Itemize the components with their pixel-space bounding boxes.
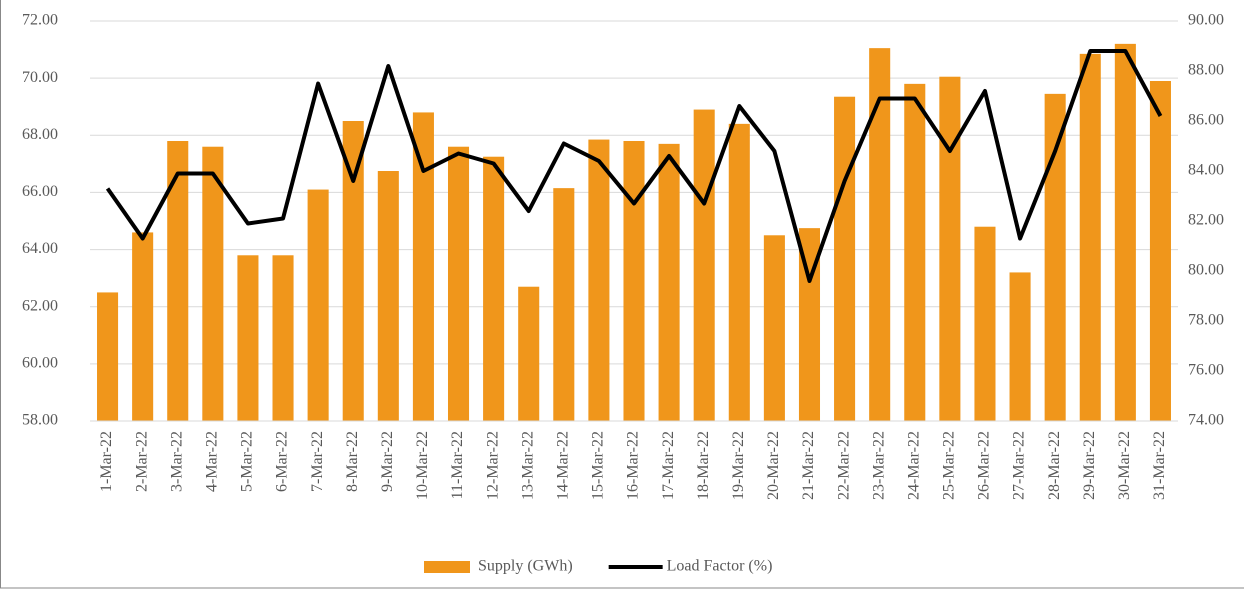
y2-tick-label: 82.00	[1188, 212, 1224, 229]
bar	[798, 228, 821, 421]
x-tick-label: 12-Mar-22	[484, 431, 501, 500]
x-tick-label: 4-Mar-22	[204, 431, 221, 492]
bar	[377, 171, 399, 421]
bar	[763, 235, 785, 421]
x-tick-label: 11-Mar-22	[449, 431, 466, 499]
y-tick-label: 68.00	[22, 126, 58, 143]
x-tick-label: 19-Mar-22	[730, 431, 747, 500]
x-tick-label: 13-Mar-22	[519, 431, 536, 500]
x-tick-label: 18-Mar-22	[695, 431, 712, 500]
x-tick-label: 27-Mar-22	[1011, 431, 1028, 500]
legend-label: Supply (GWh)	[478, 558, 573, 575]
y-tick-label: 62.00	[22, 297, 58, 314]
legend-label: Load Factor (%)	[667, 558, 773, 575]
bar	[1114, 43, 1136, 421]
line	[105, 49, 1163, 283]
bar	[518, 286, 540, 421]
bar	[1079, 53, 1101, 421]
x-tick-label: 26-Mar-22	[976, 431, 993, 500]
bar	[97, 292, 119, 421]
x-tick-label: 22-Mar-22	[835, 431, 852, 500]
bar	[447, 146, 470, 421]
bar	[588, 139, 610, 422]
y-tick-label: 58.00	[22, 412, 58, 429]
y-tick-label: 64.00	[22, 240, 58, 257]
y2-tick-label: 90.00	[1188, 12, 1224, 29]
x-tick-label: 21-Mar-22	[800, 431, 817, 500]
bar	[693, 109, 715, 422]
bar	[132, 232, 154, 421]
x-tick-label: 10-Mar-22	[414, 431, 431, 500]
x-tick-label: 3-Mar-22	[168, 431, 185, 492]
y2-tick-label: 78.00	[1188, 312, 1224, 329]
bar	[623, 141, 645, 421]
y2-tick-label: 88.00	[1188, 62, 1224, 79]
y2-tick-label: 84.00	[1188, 162, 1224, 179]
bar	[202, 146, 224, 421]
x-tick-label: 24-Mar-22	[905, 431, 922, 500]
x-tick-label: 8-Mar-22	[344, 431, 361, 492]
y2-tick-label: 76.00	[1188, 362, 1224, 379]
x-tick-label: 17-Mar-22	[660, 431, 677, 500]
y2-tick-label: 86.00	[1188, 112, 1224, 129]
y2-tick-label: 80.00	[1188, 262, 1224, 279]
bar	[728, 123, 750, 421]
x-tick-label: 15-Mar-22	[590, 431, 607, 500]
bar	[834, 96, 856, 421]
x-tick-label: 7-Mar-22	[309, 431, 326, 492]
bar	[483, 156, 505, 421]
bar	[974, 226, 996, 421]
x-tick-label: 16-Mar-22	[625, 431, 642, 500]
bar	[1044, 93, 1066, 421]
bar	[412, 112, 434, 421]
bar	[1009, 272, 1031, 421]
x-tick-label: 20-Mar-22	[765, 431, 782, 500]
x-tick-label: 30-Mar-22	[1116, 431, 1133, 500]
y2-tick-label: 74.00	[1188, 412, 1224, 429]
bar	[1149, 81, 1171, 421]
x-tick-label: 6-Mar-22	[274, 431, 291, 492]
legend-swatch	[424, 561, 470, 573]
bar	[658, 143, 680, 421]
x-tick-label: 1-Mar-22	[98, 431, 115, 492]
x-tick-label: 23-Mar-22	[870, 431, 887, 500]
y-tick-label: 72.00	[22, 12, 58, 29]
x-tick-label: 31-Mar-22	[1151, 431, 1168, 500]
x-tick-label: 14-Mar-22	[554, 431, 571, 500]
bar	[272, 255, 294, 421]
bar	[869, 48, 891, 422]
x-tick-label: 5-Mar-22	[239, 431, 256, 492]
x-tick-label: 29-Mar-22	[1081, 431, 1098, 500]
x-tick-label: 2-Mar-22	[133, 431, 150, 492]
x-tick-label: 28-Mar-22	[1046, 431, 1063, 500]
x-tick-label: 25-Mar-22	[941, 431, 958, 500]
bar	[237, 255, 259, 421]
bar	[904, 83, 926, 421]
bar	[553, 188, 575, 421]
y-tick-label: 70.00	[22, 69, 58, 86]
y-tick-label: 66.00	[22, 183, 58, 200]
x-tick-label: 9-Mar-22	[379, 431, 396, 492]
y-tick-label: 60.00	[22, 355, 58, 372]
bar	[342, 121, 364, 421]
bar	[939, 76, 961, 421]
bar	[307, 189, 329, 421]
bar	[167, 141, 189, 421]
